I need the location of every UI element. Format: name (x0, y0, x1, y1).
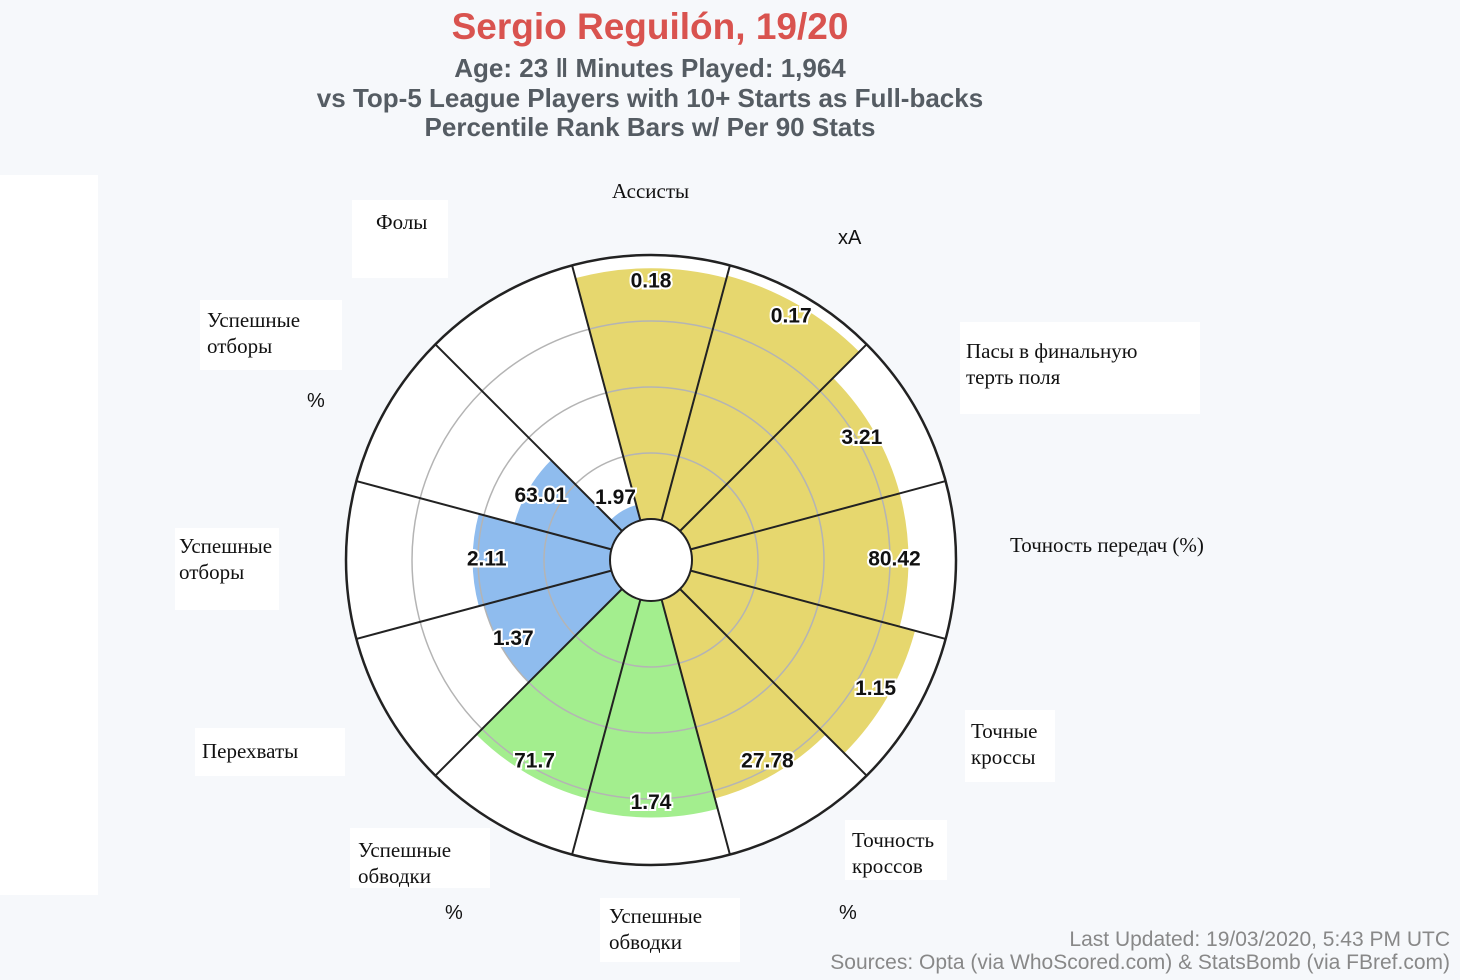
spoke-6 (660, 599, 731, 855)
bar-0 (575, 268, 727, 521)
category-label-tackles-won: Успешные отборы (179, 534, 273, 584)
category-label-xa: xA (838, 227, 862, 249)
spoke-4 (690, 569, 946, 640)
value-label-8: 1.37 (493, 627, 534, 650)
label-backdrop (0, 175, 98, 895)
spoke-1 (660, 265, 731, 521)
bar-4 (679, 570, 916, 754)
value-label-11: 1.97 (595, 486, 636, 509)
spoke-11 (434, 343, 623, 532)
spoke-10 (356, 480, 612, 551)
label-backdrop (175, 528, 279, 610)
bar-3 (690, 493, 909, 627)
bar-9 (472, 513, 612, 607)
value-label-2: 3.21 (841, 426, 882, 449)
grid-ring-0 (543, 452, 759, 668)
value-label-3: 80.42 (868, 548, 921, 571)
category-label-assists: Ассисты (612, 179, 690, 203)
chart-title: Sergio Reguilón, 19/20 (451, 6, 849, 47)
spoke-5 (679, 588, 868, 777)
value-label-0: 0.18 (631, 270, 672, 293)
grid-ring-1 (477, 386, 825, 734)
bar-10 (514, 460, 623, 550)
spoke-8 (434, 588, 623, 777)
subtitle-line: Age: 23 ‖ Minutes Played: 1,964 (454, 53, 846, 83)
value-label-4: 1.15 (855, 677, 896, 700)
category-label-pass-accuracy: Точность передач (%) (1010, 533, 1204, 557)
subtitle-line: vs Top-5 League Players with 10+ Starts … (316, 82, 984, 113)
spoke-9 (356, 569, 612, 640)
bar-6 (584, 599, 718, 818)
label-backdrop (965, 710, 1055, 782)
label-backdrop (600, 898, 740, 962)
grid-ring-2 (411, 320, 891, 800)
last-updated: Last Updated: 19/03/2020, 5:43 PM UTC (1069, 928, 1450, 951)
category-label-final-third-passes: Пасы в финальную терть поля (966, 339, 1138, 389)
sources: Sources: Opta (via WhoScored.com) & Stat… (830, 951, 1450, 974)
bar-5 (661, 588, 826, 799)
bar-11 (610, 505, 641, 532)
chart-subtitle: Age: 23 ‖ Minutes Played: 1,964 vs Top-5… (200, 53, 1100, 143)
category-label-dribble-accuracy: Успешные обводки (358, 838, 452, 888)
bar-7 (476, 588, 641, 799)
category-label-interceptions: Перехваты (202, 739, 299, 763)
spoke-7 (571, 599, 642, 855)
category-label-fouls: Фолы (376, 210, 428, 234)
value-label-6: 1.74 (631, 791, 672, 814)
percent-mark: % (839, 902, 857, 924)
label-backdrop (195, 728, 345, 776)
category-label-accurate-crosses: Точные кроссы (971, 719, 1038, 769)
label-backdrop (845, 820, 947, 880)
percent-mark: % (445, 902, 463, 924)
value-label-10: 63.01 (514, 484, 567, 507)
category-label-cross-accuracy: Точность кроссов (852, 828, 935, 878)
value-label-1: 0.17 (771, 305, 812, 328)
label-backdrop (200, 300, 342, 370)
outer-ring (344, 253, 958, 867)
spoke-0 (571, 265, 642, 521)
value-label-9: 2.11 (467, 548, 507, 571)
percent-mark: % (307, 390, 325, 412)
spoke-2 (679, 343, 868, 532)
category-label-tackle-success: Успешные отборы (207, 308, 301, 358)
bar-8 (483, 570, 623, 683)
subtitle-line: Percentile Rank Bars w/ Per 90 Stats (424, 112, 876, 142)
label-backdrop (350, 828, 490, 888)
label-backdrop (960, 322, 1200, 414)
value-label-7: 71.7 (514, 749, 555, 772)
label-backdrop (352, 200, 448, 278)
center-hole (609, 518, 693, 602)
spoke-3 (690, 480, 946, 551)
value-label-5: 27.78 (741, 749, 794, 772)
category-label-dribbles: Успешные обводки (609, 904, 703, 954)
